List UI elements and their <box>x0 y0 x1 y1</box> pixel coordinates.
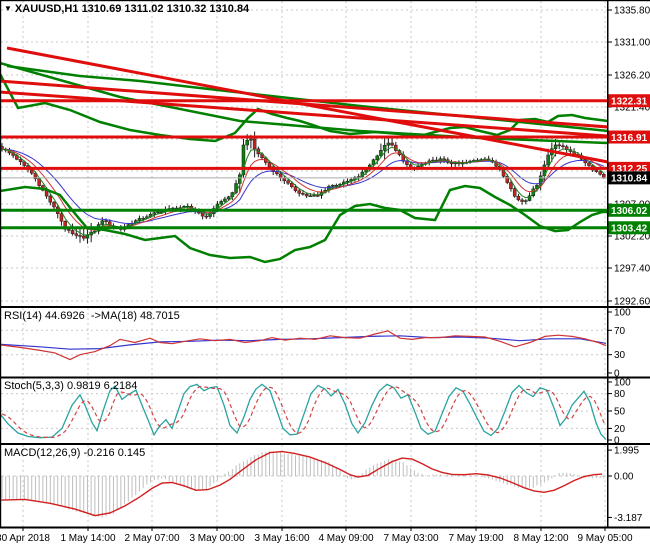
time-tick-label: 1 May 14:00 <box>60 533 115 544</box>
price-level-label-1322.31: 1322.31 <box>608 94 650 108</box>
time-tick-label: 2 May 07:00 <box>124 533 179 544</box>
time-tick-label: 9 May 05:00 <box>577 533 632 544</box>
stoch-scale-label: 100 <box>614 378 631 389</box>
support-resistance-lines[interactable] <box>1 99 607 230</box>
price-level-label-1303.42: 1303.42 <box>608 221 650 235</box>
price-tick-label: 1326.20 <box>614 71 650 82</box>
time-tick-label: 30 Apr 2018 <box>0 533 50 544</box>
price-tick-label: 1297.40 <box>614 264 650 275</box>
price-level-value: 1312.25 <box>611 164 648 175</box>
rsi-indicator <box>1 330 607 361</box>
price-level-value: 1303.42 <box>611 224 648 235</box>
price-level-label-1316.91: 1316.91 <box>608 130 650 144</box>
stoch-scale-label: 0 <box>614 436 620 447</box>
time-tick-label: 3 May 16:00 <box>254 533 309 544</box>
price-tick-label: 1335.80 <box>614 6 650 17</box>
macd-indicator <box>1 450 605 518</box>
time-tick-label: 7 May 03:00 <box>383 533 438 544</box>
time-tick-label: 7 May 19:00 <box>448 533 503 544</box>
price-tick-label: 1331.00 <box>614 38 650 49</box>
price-level-value: 1310.84 <box>611 174 648 185</box>
price-tick-label: 1321.40 <box>614 103 650 114</box>
stoch-scale-label: 20 <box>614 424 626 435</box>
price-level-label-1310.84: 1310.84 <box>608 171 650 185</box>
stochastic-indicator <box>1 383 607 440</box>
price-tick-label: 1292.60 <box>614 297 650 308</box>
macd-scale-label: 0.00 <box>614 472 634 483</box>
panel-borders <box>0 0 650 529</box>
price-tick-label: 1302.20 <box>614 232 650 243</box>
price-level-value: 1316.91 <box>611 133 648 144</box>
rsi-scale-label: 100 <box>614 308 631 319</box>
time-tick-label: 8 May 12:00 <box>513 533 568 544</box>
stoch-scale-label: 50 <box>614 407 626 418</box>
rsi-scale-label: 30 <box>614 350 626 361</box>
time-axis[interactable]: 30 Apr 2018 1 May 14:00 2 May 07:00 3 May 0… <box>0 527 633 544</box>
price-level-value: 1322.31 <box>611 97 648 108</box>
stoch-scale-label: 80 <box>614 389 626 400</box>
macd-scale-label: -3.187 <box>614 513 643 524</box>
macd-scale-label: 1.995 <box>614 446 639 457</box>
rsi-scale-label: 0 <box>614 369 620 380</box>
price-level-label-1306.02: 1306.02 <box>608 203 650 217</box>
rsi-scale-label: 70 <box>614 326 626 337</box>
time-tick-label: 3 May 00:00 <box>189 533 244 544</box>
time-tick-label: 4 May 09:00 <box>318 533 373 544</box>
price-level-value: 1306.02 <box>611 206 648 217</box>
